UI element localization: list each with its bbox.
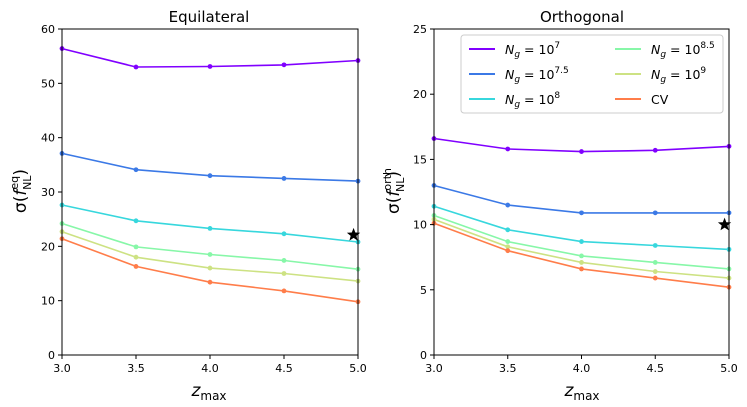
y-tick-label: 20: [413, 88, 427, 101]
series-point: [207, 279, 213, 285]
y-tick-label: 10: [413, 219, 427, 232]
series-point: [281, 231, 287, 237]
series-point: [281, 288, 287, 294]
x-tick-label: 5.0: [720, 362, 738, 375]
legend: Ng = 107 Ng = 107.5 Ng = 108 Ng = 108.5 Ng =…: [460, 34, 724, 114]
x-tick-label: 3.5: [499, 362, 517, 375]
series-point: [505, 244, 511, 250]
series-point: [579, 260, 584, 265]
legend-label: Ng = 109: [651, 66, 706, 85]
plot-area: 3.0 3.5 4.0 4.5 5.0 0 5 10 15 20 25: [413, 23, 738, 375]
equilateral-panel: Equilateral 3.0 3.5 4.0 4.5 5.0 0 10 20 30 40 50 60…: [8, 8, 367, 403]
series-point: [133, 244, 139, 250]
x-tick-label: 3.0: [425, 362, 443, 375]
y-tick-label: 60: [41, 23, 55, 36]
series-point: [207, 252, 213, 257]
y-tick-label: 15: [413, 153, 427, 166]
x-tick-label: 4.5: [647, 362, 665, 375]
y-tick-label: 5: [420, 284, 427, 297]
y-tick-label: 10: [41, 295, 55, 308]
series-point: [505, 202, 511, 208]
series-point: [133, 254, 139, 260]
series-point: [133, 218, 139, 224]
series-point: [281, 271, 287, 276]
y-tick-label: 30: [41, 186, 55, 199]
x-tick-label: 5.0: [349, 362, 367, 375]
series-point: [652, 269, 658, 274]
series-point: [207, 265, 213, 271]
legend-box: [460, 34, 724, 114]
x-tick-label: 4.0: [573, 362, 591, 375]
y-axis-label: σ(forthNL): [381, 168, 407, 214]
legend-label: Ng = 108: [505, 91, 560, 110]
series-point: [652, 275, 658, 281]
series-point: [579, 253, 584, 259]
y-tick-label: 40: [41, 132, 55, 145]
y-axis-label: σ(feqNL): [8, 169, 34, 213]
series-point: [281, 62, 287, 68]
series-point: [579, 266, 584, 272]
y-tick-label: 25: [413, 23, 427, 36]
y-tick-label: 0: [420, 349, 427, 362]
series-point: [281, 258, 287, 263]
series-point: [652, 147, 658, 153]
series-point: [652, 260, 658, 265]
x-tick-label: 3.0: [53, 362, 71, 375]
x-tick-label: 3.5: [127, 362, 145, 375]
series-point: [579, 149, 584, 154]
orthogonal-panel: Orthogonal 3.0 3.5 4.0 4.5 5.0 0 5 10 15 20 25 zma…: [381, 8, 738, 403]
y-tick-label: 50: [41, 77, 55, 90]
series-point: [133, 264, 139, 269]
x-axis-label: zmax: [563, 381, 599, 403]
series-point: [579, 239, 584, 244]
series-point: [133, 64, 139, 70]
series-point: [281, 176, 287, 181]
series-point: [652, 210, 658, 216]
legend-label: CV: [651, 92, 669, 107]
series-point: [505, 248, 511, 254]
plot-area: 3.0 3.5 4.0 4.5 5.0 0 10 20 30 40 50 60: [41, 23, 367, 375]
series-point: [505, 146, 511, 152]
series-point: [207, 64, 213, 69]
series-point: [652, 243, 658, 248]
series-point: [505, 239, 511, 244]
x-tick-label: 4.5: [275, 362, 293, 375]
series-point: [207, 226, 213, 231]
legend-label: Ng = 107.5: [505, 66, 569, 85]
legend-label: Ng = 108.5: [651, 41, 715, 60]
y-tick-label: 20: [41, 240, 55, 253]
series-point: [505, 227, 511, 233]
series-point: [579, 210, 584, 216]
series-point: [207, 173, 213, 179]
star-marker: [346, 227, 361, 241]
x-tick-label: 4.0: [201, 362, 219, 375]
x-axis-label: zmax: [190, 381, 226, 403]
panel-title: Equilateral: [169, 8, 250, 26]
star-marker: [717, 217, 732, 231]
series-point: [133, 167, 139, 173]
panel-title: Orthogonal: [540, 8, 624, 26]
legend-label: Ng = 107: [505, 41, 560, 60]
y-tick-label: 0: [48, 349, 55, 362]
